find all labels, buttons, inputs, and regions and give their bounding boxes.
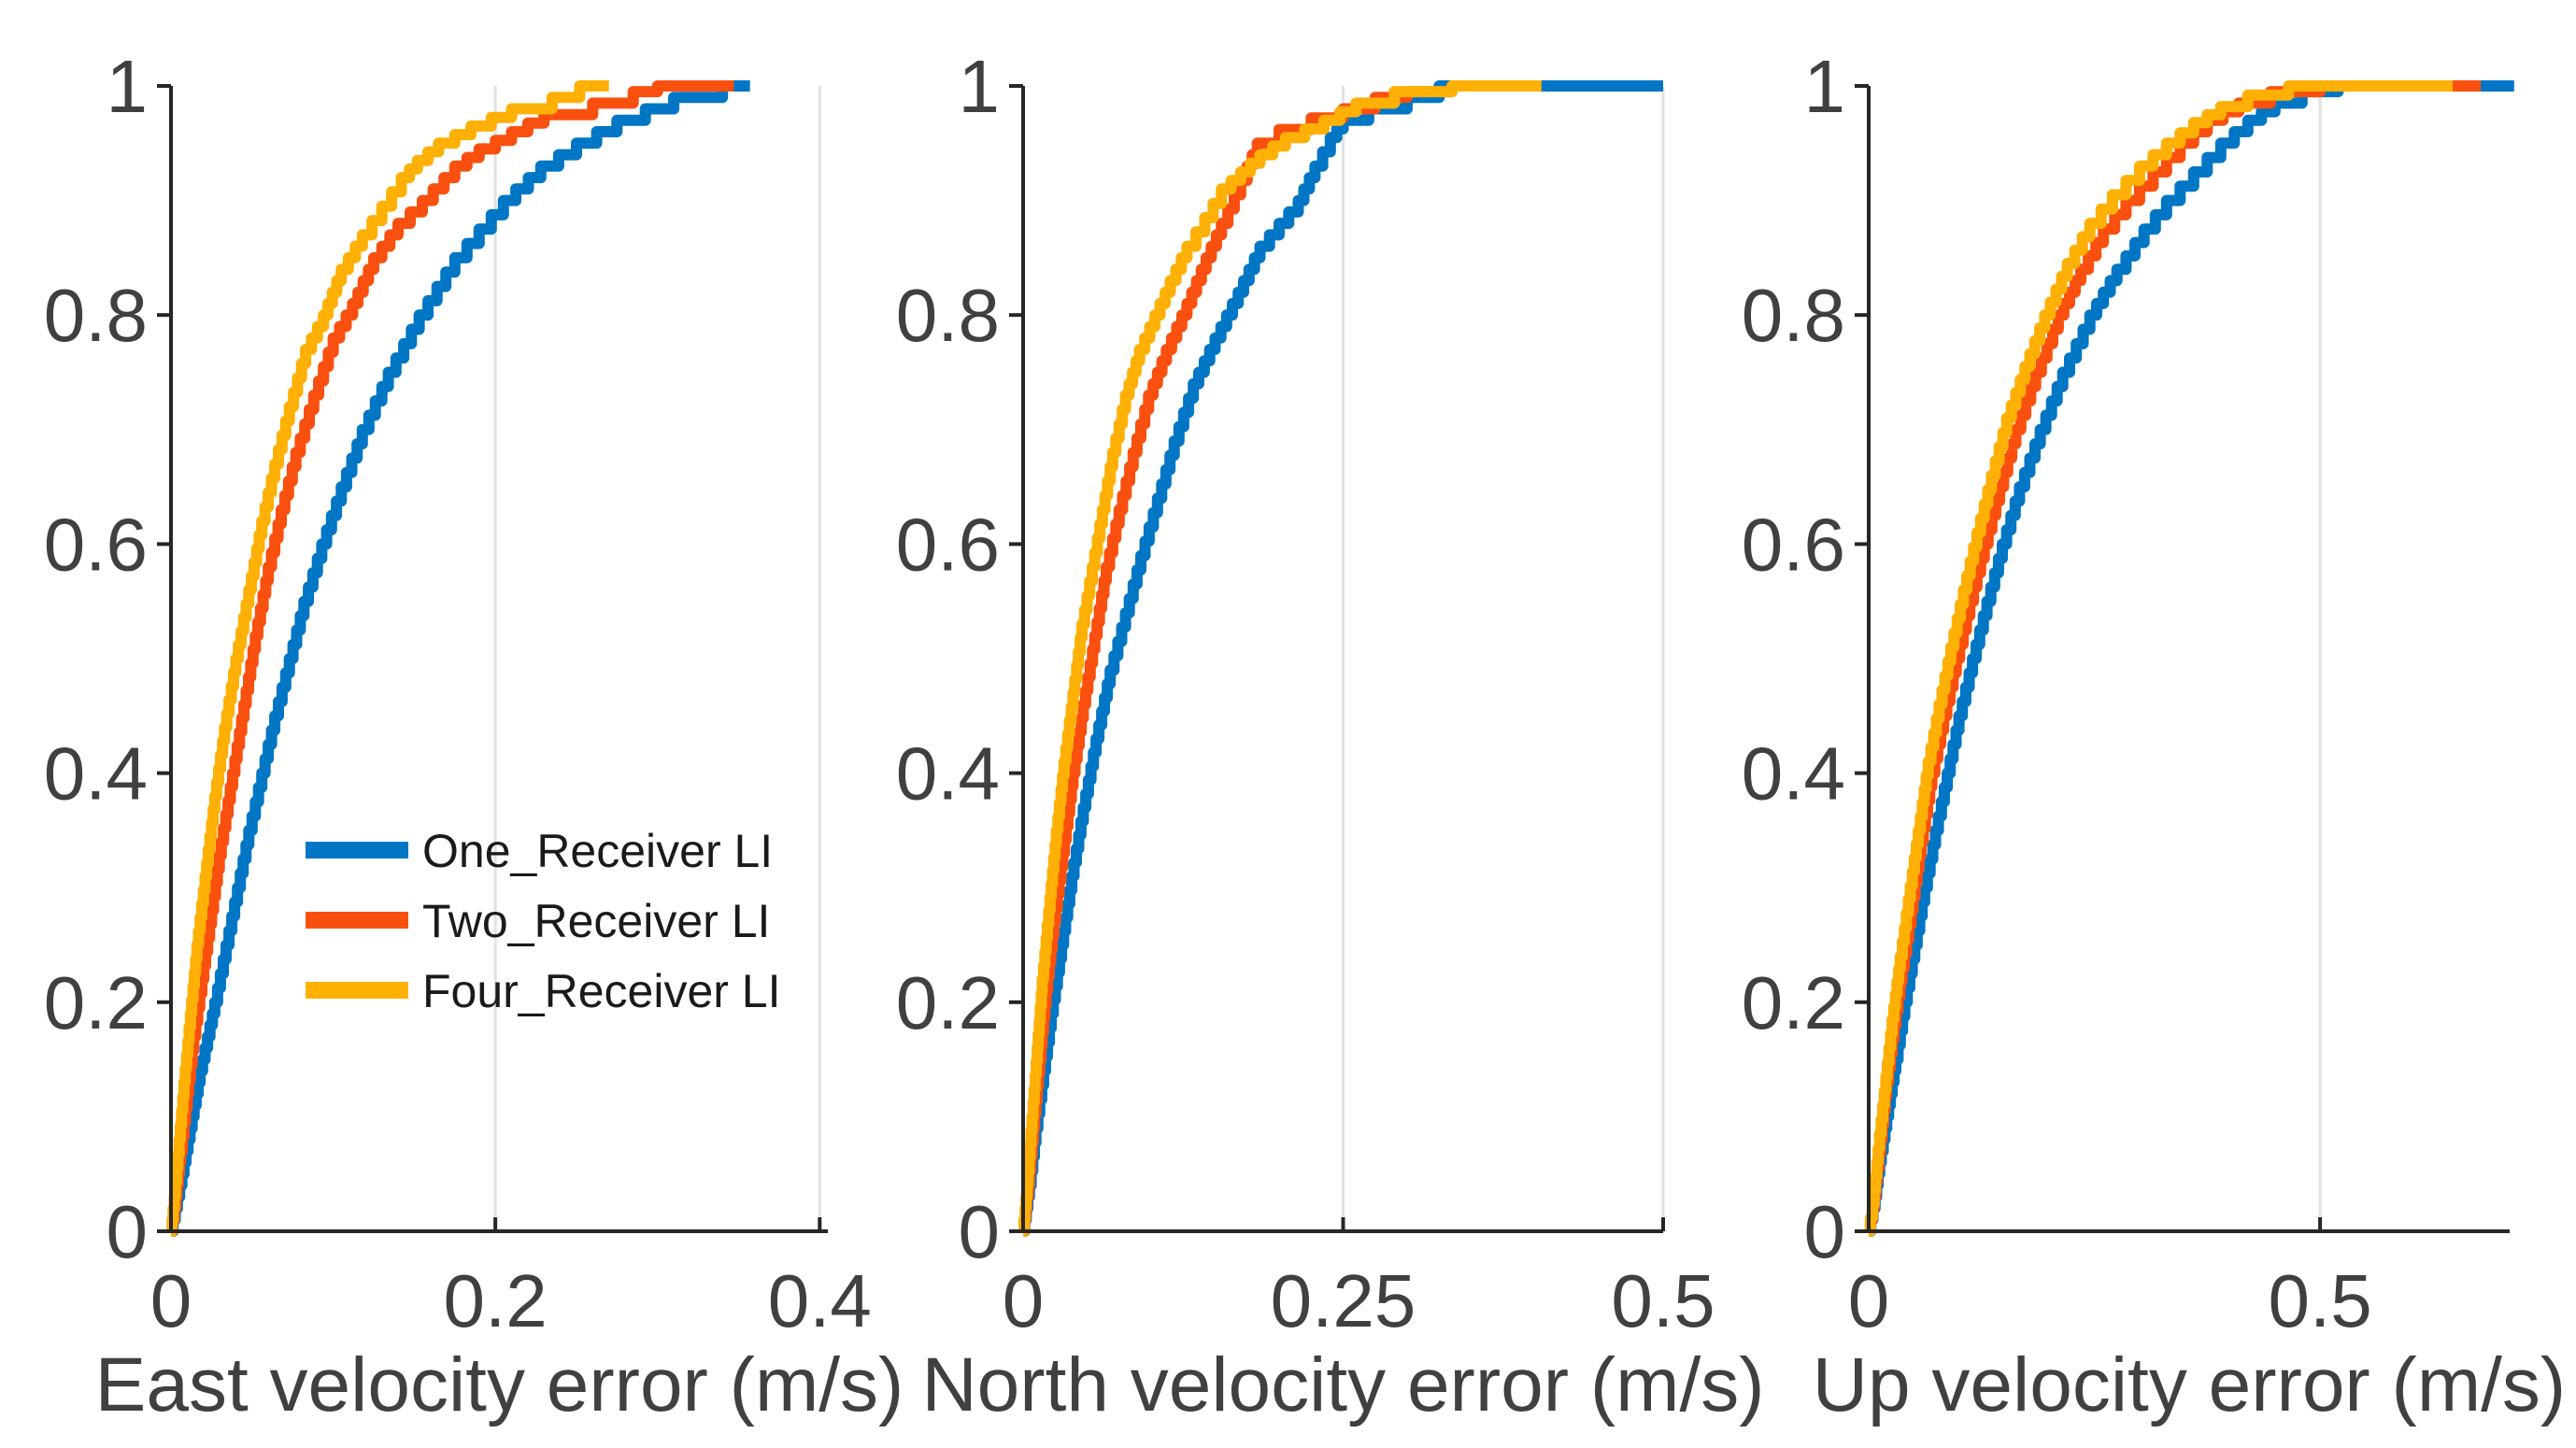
y-tick-label: 0 (107, 1190, 149, 1273)
x-tick-label: 0 (1848, 1259, 1890, 1342)
x-tick-label: 0.2 (444, 1259, 548, 1342)
series-two-receiver-li (1864, 80, 2482, 1237)
y-tick-label: 1 (1804, 45, 1846, 128)
plot-east: 0 0.2 0.4 0 0.2 0.4 0.6 0.8 1 East velocity error… (44, 45, 904, 1427)
legend-label-one-receiver-li: One_Receiver LI (422, 825, 773, 877)
series-one-receiver-li (1018, 80, 1663, 1237)
y-tick-label: 0.4 (1742, 732, 1845, 816)
legend-label-two-receiver-li: Two_Receiver LI (422, 895, 770, 947)
y-tick-label: 0 (1804, 1190, 1846, 1273)
x-tick-label: 0 (150, 1259, 192, 1342)
x-tick-label: 0.4 (768, 1259, 872, 1342)
y-tick-label: 0.8 (896, 274, 1000, 357)
series-four-receiver-li (166, 80, 609, 1237)
x-tick-label: 0 (1003, 1259, 1045, 1342)
x-tick-label: 0.5 (1611, 1259, 1715, 1342)
y-tick-label: 0.8 (1742, 274, 1845, 357)
y-tick-label: 0 (959, 1190, 1001, 1273)
plot-north: 0 0.25 0.5 0 0.2 0.4 0.6 0.8 1 North velocity err… (896, 45, 1765, 1427)
y-tick-label: 0.2 (896, 961, 1000, 1044)
series-four-receiver-li (1864, 80, 2454, 1237)
y-tick-label: 0.6 (896, 503, 1000, 586)
y-tick-label: 1 (107, 45, 149, 128)
x-axis-title-up: Up velocity error (m/s) (1813, 1342, 2566, 1427)
legend: One_Receiver LI Two_Receiver LI Four_Recei… (306, 825, 781, 1017)
x-tick-label: 0.25 (1271, 1259, 1416, 1342)
y-tick-label: 0.4 (44, 732, 148, 816)
series-one-receiver-li (167, 80, 750, 1237)
y-tick-label: 0.6 (44, 503, 148, 586)
series-one-receiver-li (1865, 80, 2514, 1237)
y-tick-label: 1 (959, 45, 1001, 128)
y-tick-label: 0.2 (44, 961, 148, 1044)
x-axis-title-east: East velocity error (m/s) (95, 1342, 904, 1427)
y-tick-label: 0.6 (1742, 503, 1845, 586)
series-four-receiver-li (1018, 80, 1542, 1237)
x-axis-title-north: North velocity error (m/s) (921, 1342, 1764, 1427)
x-tick-label: 0.5 (2268, 1259, 2371, 1342)
y-tick-label: 0.8 (44, 274, 148, 357)
y-tick-label: 0.4 (896, 732, 1000, 816)
y-tick-label: 0.2 (1742, 961, 1845, 1044)
legend-label-four-receiver-li: Four_Receiver LI (422, 965, 781, 1017)
plot-up: 0 0.5 0 0.2 0.4 0.6 0.8 1 Up velocity error (m/s… (1742, 45, 2566, 1427)
